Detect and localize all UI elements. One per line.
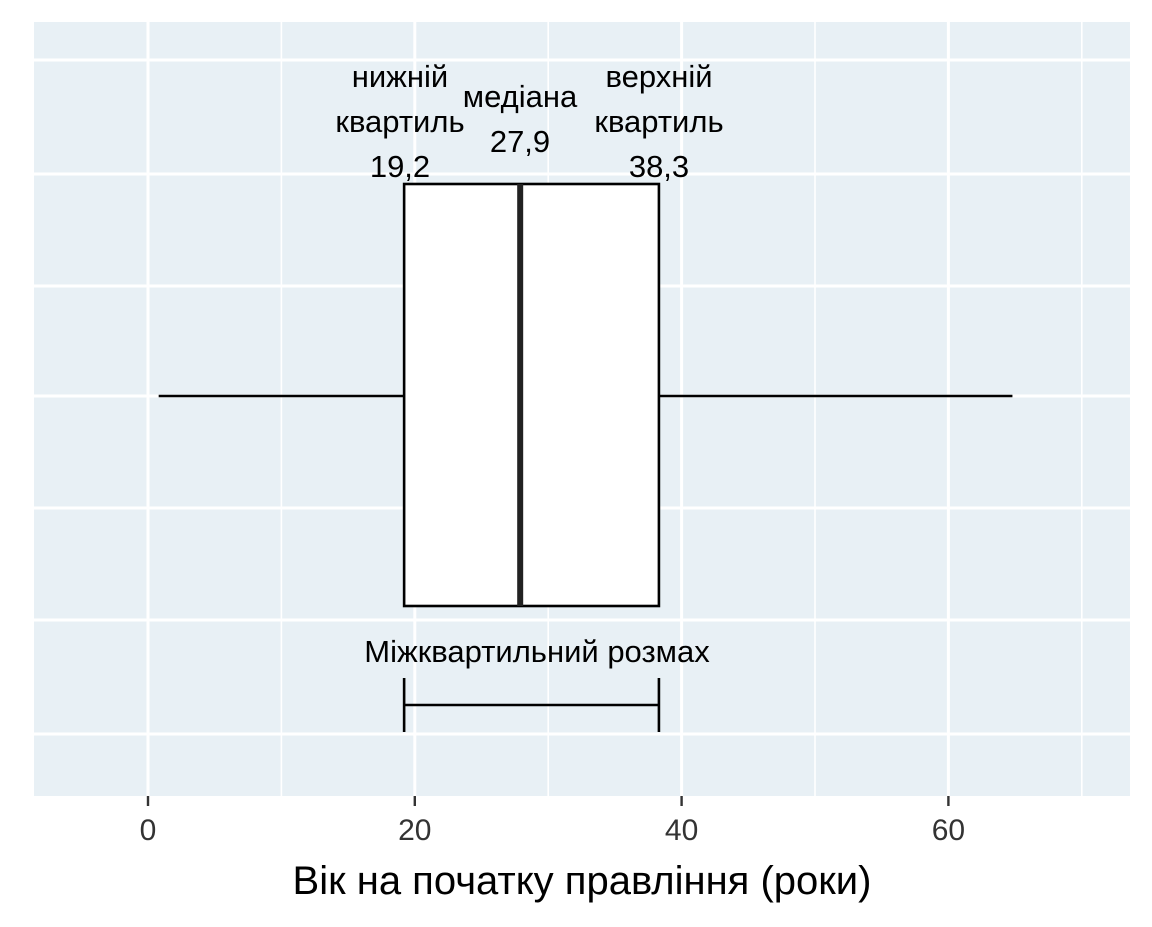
median-annotation: медіана 27,9 bbox=[463, 79, 578, 159]
x-axis-title: Вік на початку правління (роки) bbox=[293, 859, 872, 903]
iqr-annotation: Міжквартильний розмах bbox=[364, 634, 710, 669]
box-plot-marks bbox=[158, 182, 1013, 732]
x-tick-label: 0 bbox=[140, 814, 157, 847]
q1-annotation-line: квартиль bbox=[335, 104, 464, 139]
q3-annotation-line: квартиль bbox=[594, 104, 723, 139]
q1-annotation-line: 19,2 bbox=[370, 149, 430, 184]
q3-annotation-line: верхній bbox=[605, 59, 712, 94]
iqr-box bbox=[402, 182, 661, 608]
q1-annotation-line: нижній bbox=[352, 59, 449, 94]
annotations: нижній квартиль 19,2 медіана 27,9 верхній квар… bbox=[335, 59, 723, 669]
median-annotation-line: медіана bbox=[463, 79, 578, 114]
x-axis-ticks: 0 20 40 60 bbox=[140, 796, 965, 847]
median-annotation-line: 27,9 bbox=[490, 124, 550, 159]
q3-annotation: верхній квартиль 38,3 bbox=[594, 59, 723, 184]
x-tick-label: 40 bbox=[665, 814, 698, 847]
q1-annotation: нижній квартиль 19,2 bbox=[335, 59, 464, 184]
q3-annotation-line: 38,3 bbox=[629, 149, 689, 184]
x-tick-label: 20 bbox=[398, 814, 431, 847]
x-tick-label: 60 bbox=[932, 814, 965, 847]
